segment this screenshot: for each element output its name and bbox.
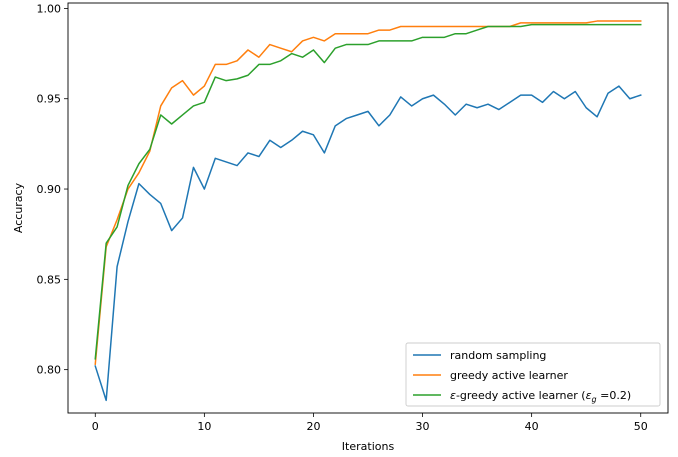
x-ticks: 0 10 20 30 40 50 <box>92 413 648 433</box>
y-tick-label: 0.85 <box>37 273 62 286</box>
series-lines <box>94 20 642 402</box>
x-tick-label: 30 <box>416 420 430 433</box>
legend-epsilon-subscript: g <box>592 395 597 404</box>
y-tick-label: 0.95 <box>37 93 62 106</box>
y-tick-label: 1.00 <box>37 2 62 15</box>
series-line-1 <box>94 20 642 366</box>
legend-epsilon-g-symbol: ε <box>586 389 592 402</box>
y-axis-label: Accuracy <box>12 182 25 233</box>
series-line-0 <box>94 85 642 402</box>
legend-label-greedy-active-learner: greedy active learner <box>450 369 568 382</box>
x-axis-label: Iterations <box>342 440 395 453</box>
y-ticks: 0.80 0.85 0.90 0.95 1.00 <box>37 2 68 377</box>
legend-box <box>405 342 661 407</box>
plot-frame <box>67 2 669 414</box>
x-tick-label: 40 <box>525 420 539 433</box>
legend: random sampling greedy active learner ε-… <box>405 342 661 407</box>
y-tick-label: 0.80 <box>37 364 62 377</box>
x-tick-label: 50 <box>634 420 648 433</box>
x-tick-label: 0 <box>92 420 99 433</box>
legend-label-random-sampling: random sampling <box>450 349 546 362</box>
legend-epsilon-value: =0.2) <box>597 389 632 402</box>
legend-label-epsilon-greedy-active-learner: ε-greedy active learner (εg =0.2) <box>450 389 631 404</box>
x-tick-label: 20 <box>306 420 320 433</box>
legend-label-main-text: -greedy active learner ( <box>456 389 586 402</box>
y-tick-label: 0.90 <box>37 183 62 196</box>
legend-epsilon-symbol: ε <box>450 389 456 402</box>
x-tick-label: 10 <box>197 420 211 433</box>
series-line-2 <box>94 23 642 360</box>
